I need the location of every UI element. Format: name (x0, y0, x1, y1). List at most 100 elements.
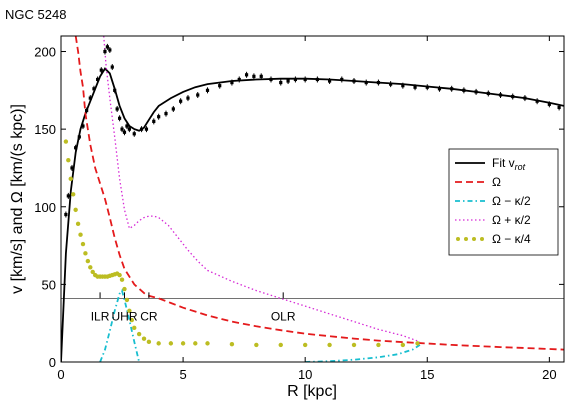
observed-point (486, 91, 490, 96)
series-2-line (99, 288, 140, 362)
series-4-point (68, 176, 73, 182)
series-4-point (376, 342, 381, 348)
observed-point (64, 212, 68, 217)
series-4-point (63, 139, 69, 144)
x-tick-label: 20 (542, 367, 556, 382)
series-4-point (351, 342, 357, 348)
y-tick-label: 0 (49, 355, 56, 370)
y-axis-label: v [km/s] and Ω [km/(s kpc)] (9, 104, 26, 294)
observed-point (164, 112, 168, 116)
legend-swatch (456, 237, 460, 241)
observed-point (269, 77, 273, 82)
observed-point (376, 80, 381, 85)
y-tick-label: 200 (34, 45, 56, 60)
legend-entry: Ω − κ/4 (492, 232, 531, 246)
series-4-point (327, 342, 332, 348)
series-4-point (156, 341, 161, 346)
observed-point (259, 74, 263, 78)
observed-point (96, 77, 100, 82)
series-1-line (74, 36, 564, 351)
observed-point (77, 135, 81, 139)
observed-point (108, 48, 112, 52)
legend-swatch (464, 237, 468, 241)
series-4-point (302, 342, 308, 348)
observed-point (103, 49, 107, 54)
observed-point (535, 99, 539, 103)
observed-point (186, 96, 190, 100)
observed-point (340, 77, 344, 82)
series-4-point (205, 341, 210, 346)
observed-point (113, 88, 117, 92)
observed-point (389, 82, 393, 86)
y-tick-label: 150 (34, 122, 56, 137)
series-4-point (73, 207, 78, 213)
observed-point (110, 65, 114, 69)
x-tick-label: 0 (57, 367, 64, 382)
series-4-point (90, 269, 95, 275)
observed-point (352, 79, 356, 83)
legend-entry: Ω − κ/2 (492, 194, 531, 208)
observed-point (237, 77, 241, 82)
series-4-point (71, 192, 76, 197)
observed-point (303, 77, 307, 82)
observed-point (105, 45, 109, 49)
observed-point (132, 132, 136, 136)
observed-point (139, 127, 144, 131)
series-4-point (124, 297, 130, 303)
observed-point (127, 127, 131, 131)
observed-point (88, 96, 92, 100)
series-4-point (168, 341, 174, 346)
series-4-point (141, 336, 147, 341)
observed-point (122, 130, 127, 134)
observed-point (364, 80, 368, 85)
observed-point (244, 73, 249, 77)
series-4-point (119, 277, 125, 282)
resonance-label-cr: CR (140, 309, 158, 323)
observed-point (547, 102, 551, 106)
series-4-point (132, 325, 137, 331)
series-4-point (146, 339, 152, 345)
series-4-point (229, 341, 235, 347)
series-4-point (83, 251, 88, 256)
legend-box (448, 148, 559, 256)
observed-point (171, 107, 175, 111)
observed-point (462, 88, 466, 92)
observed-point (152, 119, 156, 123)
observed-point (157, 115, 161, 119)
observed-point (315, 77, 319, 82)
observed-point (120, 127, 124, 131)
observed-point (450, 87, 454, 91)
series-4-point (122, 286, 127, 292)
observed-point (118, 116, 122, 120)
legend-entry: Ω + κ/2 (492, 213, 531, 227)
series-4-point (193, 341, 198, 346)
resonance-label-olr: OLR (271, 309, 296, 323)
x-tick-label: 5 (179, 367, 186, 382)
observed-point (66, 194, 70, 198)
observed-point (286, 79, 290, 83)
observed-point (401, 84, 405, 88)
series-4-point (278, 342, 283, 348)
plot-area: ILR UHR CR OLR (61, 36, 564, 362)
observed-point (293, 77, 298, 82)
observed-point (125, 124, 129, 128)
observed-point (99, 68, 103, 72)
observed-point (144, 127, 149, 131)
resonance-label-ilr: ILR (91, 309, 110, 323)
observed-point (70, 166, 74, 170)
plot-frame (60, 35, 565, 363)
legend-swatch (472, 237, 476, 241)
observed-point (115, 107, 119, 111)
x-tick-label: 10 (298, 367, 312, 382)
legend-entry: Ω (492, 175, 501, 189)
observed-point (252, 74, 256, 78)
observed-point (523, 96, 527, 100)
resonance-label-uhr: UHR (111, 309, 137, 323)
observed-point (437, 87, 442, 91)
y-tick-label: 100 (34, 200, 56, 215)
observed-point (74, 146, 78, 150)
y-tick-label: 50 (42, 277, 56, 292)
observed-point (511, 94, 515, 99)
observed-point (413, 85, 417, 89)
